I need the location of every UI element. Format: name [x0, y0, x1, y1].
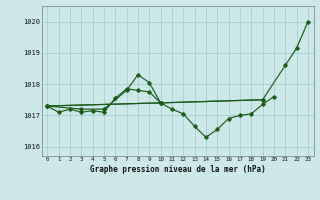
X-axis label: Graphe pression niveau de la mer (hPa): Graphe pression niveau de la mer (hPa) [90, 165, 266, 174]
